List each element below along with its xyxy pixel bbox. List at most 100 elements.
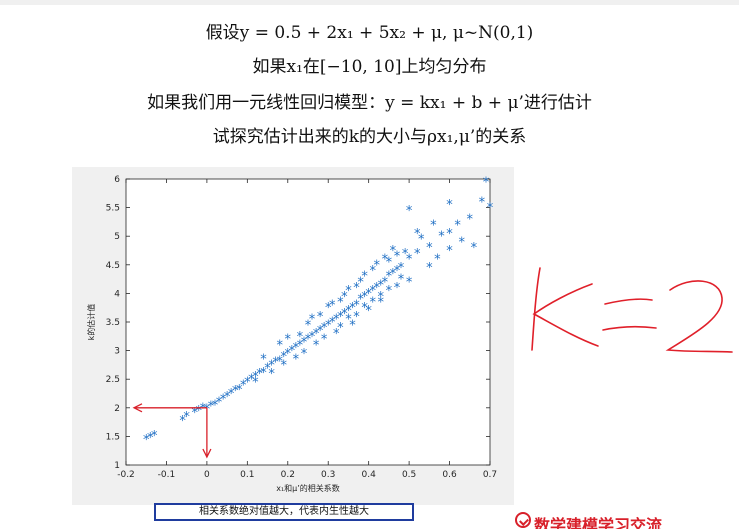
data-point: * xyxy=(268,358,275,373)
data-point: * xyxy=(325,318,332,333)
x-tick-label: 0.5 xyxy=(402,470,416,480)
data-point: * xyxy=(341,307,348,322)
watermark-logo: 数学建模学习交流 xyxy=(515,512,739,529)
data-point: * xyxy=(438,230,445,245)
scatter-chart: -0.2 -0.1 0 0.1 0.2 0.3 0.4 0.5 0.6 0.7 1 1.5 2 2.5 3 3… xyxy=(86,175,497,493)
data-point: * xyxy=(143,433,150,448)
data-point: * xyxy=(337,310,344,325)
data-point: * xyxy=(333,313,340,328)
y-tick-label: 4 xyxy=(114,289,120,299)
distribution-line: 如果x₁在[−10, 10]上均匀分布 xyxy=(252,57,487,77)
handwriting-stroke xyxy=(602,325,657,331)
data-point: * xyxy=(487,201,494,216)
data-point: * xyxy=(289,344,296,359)
data-point: * xyxy=(297,330,304,345)
data-point: * xyxy=(394,250,401,265)
assumption-line: 假设y = 0.5 + 2x₁ + 5x₂ + μ, μ~N(0,1) xyxy=(205,23,534,43)
data-point: * xyxy=(357,275,364,290)
data-point: * xyxy=(386,284,393,299)
y-tick-label: 2 xyxy=(114,404,120,414)
x-tick-label: 0.1 xyxy=(240,470,254,480)
data-point: * xyxy=(378,295,385,310)
data-point: * xyxy=(398,273,405,288)
data-point: * xyxy=(301,347,308,362)
data-point: * xyxy=(426,241,433,256)
data-point: * xyxy=(414,247,421,262)
data-point: * xyxy=(280,350,287,365)
data-point: * xyxy=(378,278,385,293)
x-axis-label: x₁和μ’的相关系数 xyxy=(276,483,340,493)
data-point: * xyxy=(228,387,235,402)
handwriting-stroke xyxy=(604,298,653,305)
y-tick-label: 3 xyxy=(114,347,120,357)
x-tick-label: 0.2 xyxy=(281,470,295,480)
data-point: * xyxy=(345,313,352,328)
data-point: * xyxy=(240,378,247,393)
data-point: * xyxy=(349,301,356,316)
data-point: * xyxy=(406,275,413,290)
data-point: * xyxy=(446,244,453,259)
data-point: * xyxy=(325,301,332,316)
data-point: * xyxy=(386,270,393,285)
data-point: * xyxy=(390,267,397,282)
data-point: * xyxy=(212,398,219,413)
data-point: * xyxy=(285,347,292,362)
data-point: * xyxy=(192,406,199,421)
handwriting-stroke xyxy=(665,280,733,353)
data-point: * xyxy=(256,367,263,382)
data-point: * xyxy=(252,370,259,385)
data-point: * xyxy=(471,241,478,256)
data-point: * xyxy=(248,373,255,388)
data-point: * xyxy=(151,429,158,444)
data-point: * xyxy=(406,253,413,268)
data-point: * xyxy=(353,281,360,296)
data-point: * xyxy=(467,213,474,228)
y-tick-label: 1.5 xyxy=(106,432,120,442)
x-tick-label: -0.1 xyxy=(158,470,176,480)
data-point: * xyxy=(361,270,368,285)
top-bar xyxy=(0,0,739,5)
data-point: * xyxy=(232,384,239,399)
data-point: * xyxy=(394,264,401,279)
data-point: * xyxy=(426,261,433,276)
data-point: * xyxy=(414,227,421,242)
data-point: * xyxy=(345,284,352,299)
data-point: * xyxy=(365,287,372,302)
data-point: * xyxy=(386,255,393,270)
data-point: * xyxy=(305,318,312,333)
x-tick-label: 0 xyxy=(204,470,210,480)
y-tick-label: 6 xyxy=(114,175,120,185)
data-point: * xyxy=(276,338,283,353)
x-tick-label: -0.2 xyxy=(117,470,135,480)
data-point: * xyxy=(293,353,300,368)
y-axis-label: k的估计值 xyxy=(86,304,96,341)
data-point: * xyxy=(337,295,344,310)
question-line: 试探究估计出来的k的大小与ρx₁,μ’的关系 xyxy=(212,127,527,147)
data-point: * xyxy=(398,261,405,276)
data-point: * xyxy=(374,258,381,273)
data-point: * xyxy=(309,313,316,328)
data-point: * xyxy=(313,327,320,342)
model-line: 如果我们用一元线性回归模型：y = kx₁ + b + μ’进行估计 xyxy=(147,93,592,113)
x-tick-label: 0.4 xyxy=(362,470,377,480)
data-point: * xyxy=(378,290,385,305)
logo-icon xyxy=(515,512,531,528)
plot-area xyxy=(125,178,491,466)
y-tick-label: 2.5 xyxy=(106,375,120,385)
data-point: * xyxy=(369,295,376,310)
data-point: * xyxy=(349,318,356,333)
data-point: * xyxy=(329,298,336,313)
data-point: * xyxy=(196,404,203,419)
data-point: * xyxy=(293,341,300,356)
logo-text: 数学建模学习交流 xyxy=(534,516,663,529)
x-tick-label: 0.7 xyxy=(483,470,497,480)
data-point: * xyxy=(183,410,190,425)
data-point: * xyxy=(252,376,259,391)
data-point: * xyxy=(317,310,324,325)
data-point: * xyxy=(317,324,324,339)
data-point: * xyxy=(394,281,401,296)
data-point: * xyxy=(329,316,336,331)
data-point: * xyxy=(305,333,312,348)
data-point: * xyxy=(285,333,292,348)
data-point: * xyxy=(361,290,368,305)
